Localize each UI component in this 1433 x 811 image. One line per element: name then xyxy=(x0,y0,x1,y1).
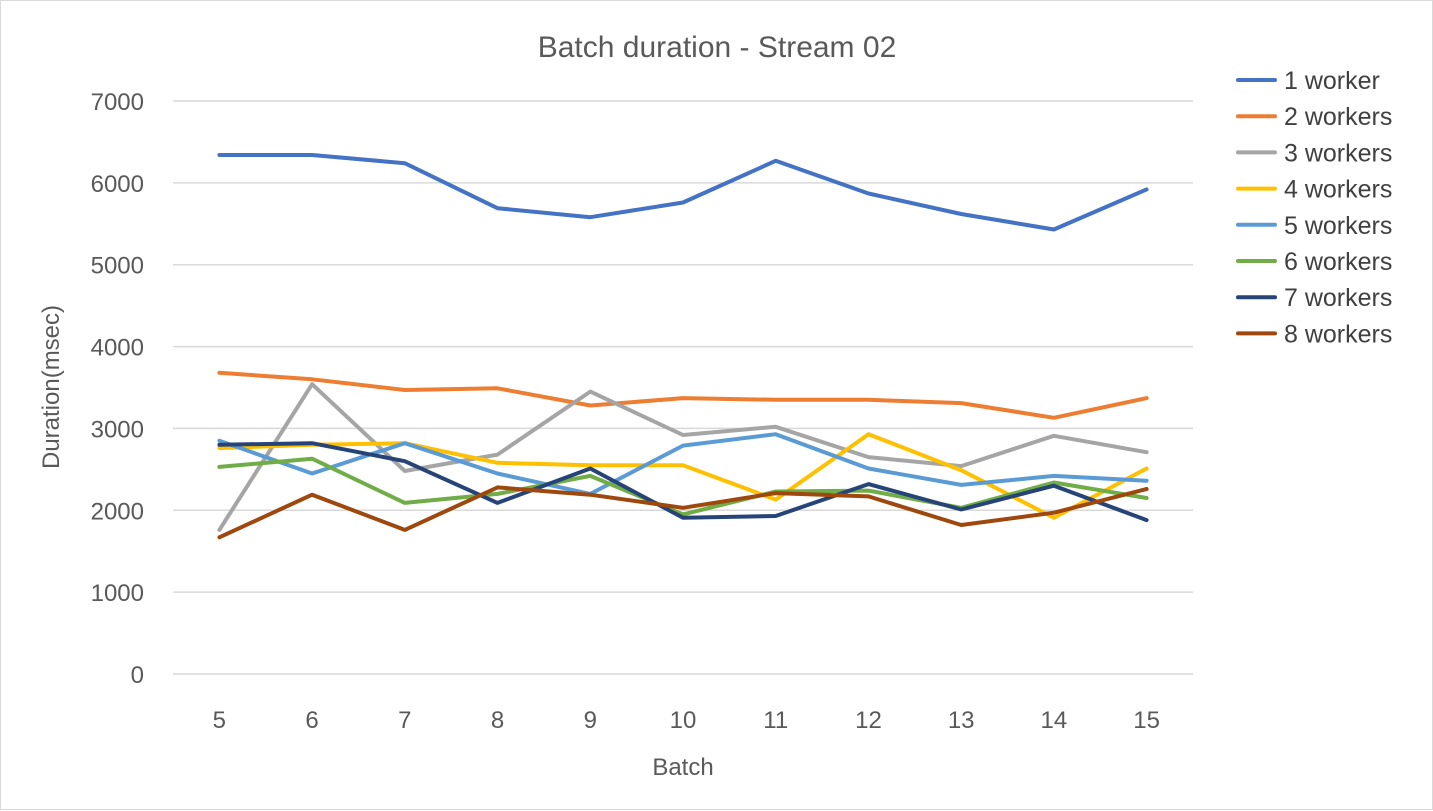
y-tick-label: 5000 xyxy=(91,253,144,280)
series-lines xyxy=(217,153,1149,540)
x-tick-label: 9 xyxy=(584,707,597,734)
legend-label: 2 workers xyxy=(1284,103,1392,131)
x-axis-label: Batch xyxy=(652,754,713,781)
y-tick-label: 3000 xyxy=(91,416,144,443)
series-line-7 xyxy=(217,441,1149,523)
series-line-4 xyxy=(217,432,1149,520)
series-line-2 xyxy=(217,370,1149,420)
chart-title: Batch duration - Stream 02 xyxy=(538,31,897,64)
x-tick-label: 15 xyxy=(1133,707,1160,734)
series-line-8 xyxy=(217,485,1149,540)
x-tick-label: 11 xyxy=(763,707,788,734)
y-tick-label: 4000 xyxy=(91,335,144,362)
legend-label: 8 workers xyxy=(1284,320,1392,348)
legend-item: 2 workers xyxy=(1236,103,1392,131)
legend-label: 1 worker xyxy=(1284,67,1380,95)
y-tick-label: 6000 xyxy=(91,171,144,198)
x-tick-label: 10 xyxy=(670,707,697,734)
legend-label: 6 workers xyxy=(1284,248,1392,276)
x-tick-label: 13 xyxy=(948,707,975,734)
legend-item: 8 workers xyxy=(1236,320,1392,348)
series-line-6 xyxy=(217,456,1149,517)
x-tick-label: 7 xyxy=(398,707,411,734)
gridlines xyxy=(173,100,1193,675)
y-tick-label: 7000 xyxy=(91,89,144,116)
y-tick-label: 0 xyxy=(131,662,144,689)
series-line-1 xyxy=(217,153,1149,232)
legend-label: 4 workers xyxy=(1284,176,1392,204)
legend-item: 5 workers xyxy=(1236,212,1392,240)
legend-item: 1 worker xyxy=(1236,67,1380,95)
y-axis-ticks: 0 1000 2000 3000 4000 5000 6000 7000 xyxy=(91,89,144,689)
legend-item: 7 workers xyxy=(1236,284,1392,312)
x-tick-label: 12 xyxy=(855,707,882,734)
legend-item: 4 workers xyxy=(1236,176,1392,204)
legend-item: 6 workers xyxy=(1236,248,1392,276)
x-tick-label: 14 xyxy=(1041,707,1068,734)
y-tick-label: 1000 xyxy=(91,580,144,607)
legend-item: 3 workers xyxy=(1236,139,1392,167)
legend-label: 5 workers xyxy=(1284,212,1392,240)
y-axis-label: Duration(msec) xyxy=(38,305,65,469)
x-tick-label: 6 xyxy=(305,707,318,734)
legend: 1 worker 2 workers 3 workers 4 workers 5 wor… xyxy=(1236,67,1392,348)
legend-label: 3 workers xyxy=(1284,139,1392,167)
x-tick-label: 5 xyxy=(213,707,226,734)
y-tick-label: 2000 xyxy=(91,498,144,525)
legend-label: 7 workers xyxy=(1284,284,1392,312)
x-tick-label: 8 xyxy=(491,707,504,734)
x-axis-ticks: 5 6 7 8 9 10 11 12 13 14 15 xyxy=(213,707,1160,734)
